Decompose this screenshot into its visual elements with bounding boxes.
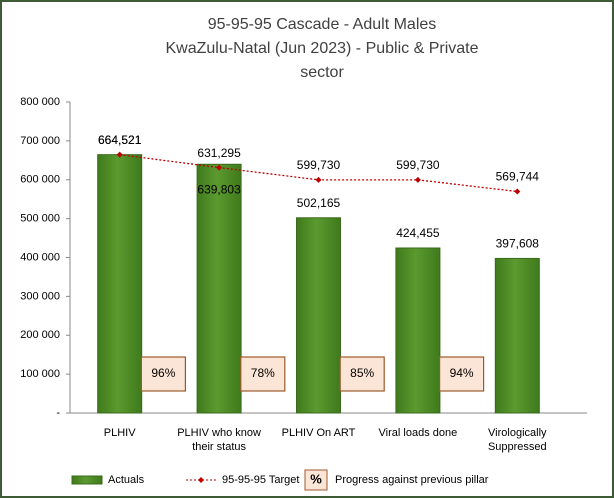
legend-marker: [198, 477, 204, 483]
bar: [395, 247, 441, 414]
bar: [196, 163, 242, 414]
x-tick-label: PLHIV On ART: [281, 427, 356, 439]
progress-label: 94%: [450, 366, 474, 380]
y-tick-label: 100 000: [20, 368, 60, 380]
progress-label: 96%: [151, 366, 175, 380]
data-label: 639,803: [197, 182, 241, 196]
data-label: 664,521: [98, 133, 142, 147]
x-tick-label: Viral loads done: [378, 427, 458, 439]
legend-label: 95-95-95 Target: [222, 474, 299, 486]
data-label: 424,455: [396, 226, 440, 240]
chart-title: 95-95-95 Cascade - Adult Males: [207, 16, 437, 33]
bar: [296, 217, 341, 414]
y-tick-label: 200 000: [20, 329, 60, 341]
progress-box: [140, 356, 186, 392]
data-label: 502,165: [297, 196, 341, 210]
legend-swatch: [71, 475, 103, 485]
y-tick-label: 500 000: [20, 213, 60, 225]
progress-box: [339, 356, 385, 392]
target-marker: [315, 176, 322, 183]
x-tick-label: PLHIV who know their status: [177, 427, 261, 453]
data-label: 631,295: [197, 146, 241, 160]
y-tick-label: 700 000: [20, 135, 60, 147]
chart-title: sector: [300, 64, 344, 81]
data-label: 569,744: [496, 170, 540, 184]
progress-box: [439, 356, 485, 392]
y-tick-label: 400 000: [20, 251, 60, 263]
data-label: 599,730: [297, 158, 341, 172]
target-marker: [116, 151, 123, 158]
legend-label: Actuals: [108, 474, 145, 486]
progress-label: 85%: [350, 366, 374, 380]
target-marker: [216, 164, 223, 171]
x-tick-label: Virologically Suppressed: [487, 427, 547, 453]
progress-box: [240, 356, 286, 392]
y-tick-label: 300 000: [20, 290, 60, 302]
data-label: 397,608: [496, 237, 540, 251]
y-tick-label: 800 000: [20, 96, 60, 108]
bar: [97, 154, 143, 414]
target-marker: [414, 176, 421, 183]
y-tick-label: 600 000: [20, 174, 60, 186]
chart-title: KwaZulu-Natal (Jun 2023) - Public & Priv…: [165, 40, 479, 57]
bar: [494, 257, 540, 414]
y-tick-label: -: [56, 407, 60, 419]
legend-symbol: %: [310, 471, 322, 486]
target-marker: [514, 188, 521, 195]
progress-label: 78%: [251, 366, 275, 380]
legend-swatch: [304, 469, 328, 491]
data-label: 664,521: [98, 133, 142, 147]
x-tick-label: PLHIV: [103, 427, 136, 439]
data-label: 599,730: [396, 158, 440, 172]
legend-label: Progress against previous pillar: [335, 474, 489, 486]
